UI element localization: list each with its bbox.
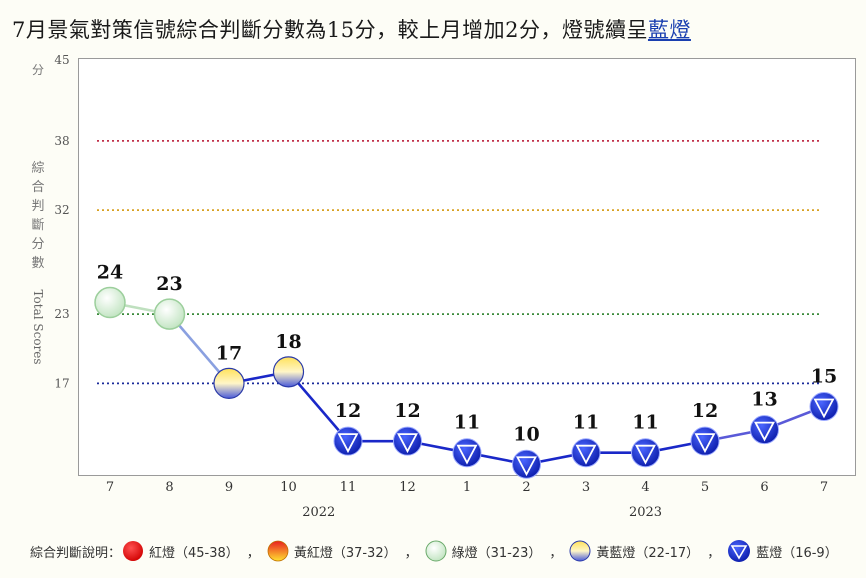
chart-plot-frame <box>78 58 856 476</box>
threshold-lines <box>97 139 822 385</box>
data-label: 11 <box>454 412 480 434</box>
blue-light-triangle <box>694 433 716 454</box>
y-axis-label-char: 分 <box>31 237 44 252</box>
chart-title-text: 7月景氣對策信號綜合判斷分數為15分，較上月增加2分，燈號續呈 <box>12 18 648 42</box>
y-axis-label-char: 斷 <box>31 218 44 233</box>
blue-light-triangle <box>754 421 775 442</box>
y-axis-label-char: 數 <box>31 256 44 271</box>
y-tick-label: 17 <box>54 376 69 390</box>
signal-marker <box>272 356 305 388</box>
legend-label-yellow-blue: 黃藍燈（22-17） <box>596 545 700 561</box>
y-tick-label: 45 <box>54 53 69 67</box>
y-axis-unit: 分 <box>32 63 44 77</box>
y-axis-label-en: Total Scores <box>31 289 45 364</box>
legend-label-red: 紅燈（45-38） <box>149 545 239 561</box>
blue-light-triangle <box>456 444 478 465</box>
x-tick-label: 11 <box>340 480 357 495</box>
signal-marker <box>809 392 839 421</box>
x-tick-label: 1 <box>463 480 471 495</box>
x-tick-label: 6 <box>760 480 768 495</box>
legend-label-green: 綠燈（31-23） <box>451 545 542 561</box>
data-label: 11 <box>573 412 599 434</box>
legend-label-yellow-red: 黃紅燈（37-32） <box>293 545 397 561</box>
green-light-icon <box>94 286 126 319</box>
x-tick-label: 5 <box>701 480 709 495</box>
signal-markers <box>94 286 839 479</box>
x-tick-label: 4 <box>641 480 649 495</box>
data-label: 11 <box>632 412 658 434</box>
legend-item-blue: 藍燈（16-9） <box>726 538 838 564</box>
data-labels: 24 23 17 18 12 12 11 10 11 11 12 13 15 <box>97 262 837 446</box>
x-year-label: 2022 <box>302 505 335 520</box>
blue-light-triangle <box>397 433 418 454</box>
blue-light-triangle <box>337 433 359 454</box>
yellow-red-light-icon <box>267 540 289 562</box>
signal-marker <box>393 426 422 456</box>
signal-marker <box>333 426 363 456</box>
y-tick-label: 32 <box>54 203 69 217</box>
chart-title: 7月景氣對策信號綜合判斷分數為15分，較上月增加2分，燈號續呈藍燈 <box>12 14 862 44</box>
x-tick-label: 12 <box>399 480 416 495</box>
legend-separator: ， <box>707 545 721 561</box>
signal-marker <box>512 449 541 479</box>
signal-marker <box>631 438 660 468</box>
yellow-blue-light-icon <box>213 367 245 399</box>
x-tick-label: 7 <box>820 480 828 495</box>
data-label: 23 <box>156 273 182 295</box>
y-tick-label: 38 <box>54 134 69 148</box>
green-light-icon <box>153 298 186 330</box>
legend: 綜合判斷說明： 紅燈（45-38） ， 黃紅燈（37-32） ， 綠燈（31-2… <box>30 538 844 564</box>
data-label: 13 <box>751 389 777 411</box>
x-tick-label: 2 <box>522 480 530 495</box>
blue-light-triangle <box>813 398 835 419</box>
data-label: 15 <box>811 366 837 388</box>
data-label: 18 <box>275 331 301 353</box>
y-axis-label-char: 綜 <box>31 161 44 176</box>
y-axis-label-char: 判 <box>31 199 44 214</box>
data-label: 24 <box>97 262 123 284</box>
yellow-blue-light-icon <box>272 356 305 388</box>
data-label: 12 <box>335 400 361 422</box>
signal-marker <box>452 438 482 468</box>
data-label: 12 <box>692 400 718 422</box>
signal-marker <box>213 367 245 399</box>
data-label: 12 <box>394 400 420 422</box>
x-year-label: 2023 <box>629 505 662 520</box>
signal-marker <box>750 415 779 445</box>
green-light-icon <box>425 540 447 562</box>
legend-item-yellow-blue: 黃藍燈（22-17） <box>568 539 699 563</box>
signal-marker <box>94 286 126 319</box>
legend-separator: ， <box>246 545 260 561</box>
y-tick-label: 23 <box>54 307 69 321</box>
red-light-icon <box>123 541 144 561</box>
signal-marker <box>571 438 601 468</box>
data-label: 10 <box>513 423 539 445</box>
x-tick-label: 9 <box>225 480 233 495</box>
blue-light-icon <box>728 540 751 562</box>
legend-label-blue: 藍燈（16-9） <box>756 545 838 561</box>
x-tick-label: 7 <box>106 480 114 495</box>
legend-item-green: 綠燈（31-23） <box>424 539 542 563</box>
yellow-blue-light-icon <box>569 540 591 562</box>
x-tick-label: 3 <box>582 480 590 495</box>
legend-separator: ， <box>549 545 563 561</box>
x-tick-label: 10 <box>280 480 297 495</box>
legend-item-yellow-red: 黃紅燈（37-32） <box>266 539 397 563</box>
legend-title: 綜合判斷說明： <box>30 545 122 561</box>
data-label: 17 <box>216 342 242 364</box>
signal-marker <box>153 298 186 330</box>
signal-marker <box>690 426 720 456</box>
legend-separator: ， <box>404 545 418 561</box>
chart-title-highlight: 藍燈 <box>647 18 691 42</box>
blue-light-triangle <box>575 444 597 465</box>
y-axis-label-zh: 綜合判斷分數 <box>31 161 44 271</box>
blue-light-triangle <box>516 456 537 477</box>
blue-light-triangle <box>635 444 656 465</box>
y-axis-label-char: 合 <box>31 180 44 195</box>
x-tick-label: 8 <box>165 480 173 495</box>
legend-item-red: 紅燈（45-38） <box>121 539 239 563</box>
